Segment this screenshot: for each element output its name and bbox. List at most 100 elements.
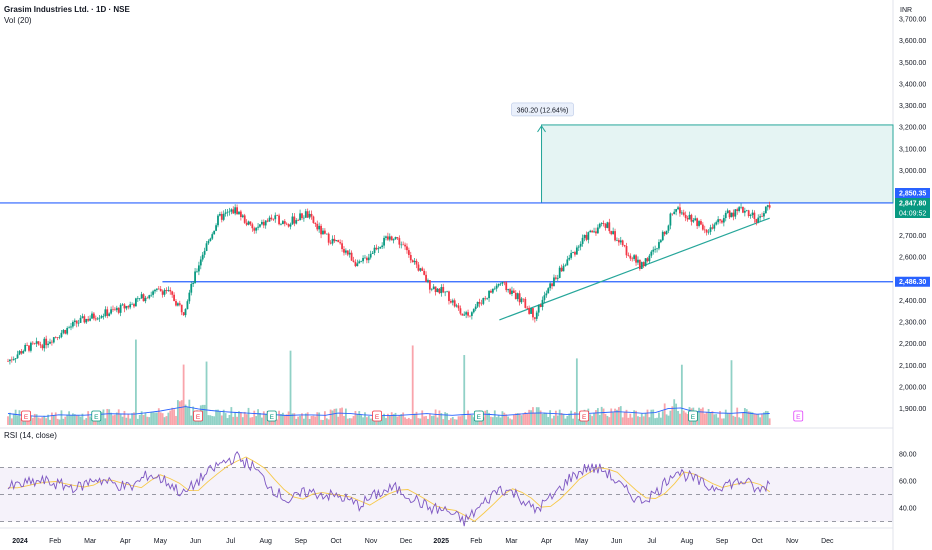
candle-body — [257, 226, 259, 228]
candle-body — [472, 309, 475, 313]
earnings-marker-letter: E — [94, 414, 99, 421]
candle-body — [253, 228, 256, 231]
candle-body — [239, 211, 242, 217]
volume-bar — [371, 418, 374, 425]
earnings-marker-letter: E — [477, 414, 482, 421]
candle-body — [152, 291, 154, 295]
volume-bar — [131, 413, 133, 425]
time-tick-label: Jul — [226, 538, 235, 545]
volume-bar — [564, 418, 567, 425]
candle-body — [377, 248, 380, 250]
volume-bar — [308, 418, 311, 425]
volume-bar — [283, 414, 286, 425]
volume-bar — [635, 410, 637, 425]
candle-body — [318, 225, 321, 230]
volume-bar — [350, 418, 353, 425]
volume-legend[interactable]: Vol (20) — [4, 16, 32, 25]
volume-bar — [238, 411, 240, 425]
candle-body — [751, 212, 754, 216]
volume-bar — [677, 411, 679, 425]
volume-bar — [436, 417, 439, 425]
volume-bar — [722, 418, 725, 425]
volume-bar — [512, 414, 515, 425]
volume-bar — [411, 345, 414, 425]
candle-body — [180, 304, 183, 313]
candle-body — [568, 257, 571, 260]
candle-body — [127, 306, 130, 308]
candle-body — [625, 246, 628, 256]
countdown-label: 04:09:52 — [899, 211, 926, 218]
volume-bar — [358, 411, 361, 425]
candle-body — [736, 209, 739, 211]
volume-bar — [291, 413, 294, 425]
volume-bar — [207, 415, 210, 425]
candle-body — [39, 344, 42, 346]
volume-bar — [713, 414, 716, 425]
candle-body — [142, 294, 145, 302]
volume-bar — [644, 413, 647, 425]
volume-bar — [274, 419, 277, 425]
candle-body — [579, 243, 582, 247]
volume-bar — [381, 415, 384, 425]
candle-body — [732, 212, 735, 217]
volume-bar — [551, 418, 553, 425]
time-tick-label: May — [154, 538, 168, 545]
candle-body — [41, 345, 44, 349]
volume-bar — [224, 413, 227, 425]
volume-bar — [37, 417, 40, 425]
volume-bar — [701, 407, 704, 425]
price-tick-label: 2,700.00 — [899, 233, 926, 240]
candle-body — [461, 313, 464, 316]
candle-body — [306, 211, 309, 218]
candle-body — [331, 238, 334, 244]
volume-bar — [72, 413, 74, 425]
volume-bar — [362, 417, 364, 425]
candle-body — [56, 337, 59, 338]
candle-body — [320, 225, 322, 235]
candle-body — [276, 215, 279, 216]
candle-body — [680, 212, 683, 214]
volume-bar — [83, 419, 86, 425]
time-tick-label: Sep — [716, 538, 729, 545]
candle-body — [745, 210, 748, 211]
candle-body — [600, 223, 603, 224]
candle-body — [490, 290, 492, 293]
volume-bar — [41, 417, 44, 425]
volume-bar — [322, 419, 324, 425]
volume-bar — [682, 410, 685, 425]
candle-body — [673, 211, 676, 215]
candle-body — [661, 231, 664, 241]
volume-bar — [163, 417, 166, 425]
candle-body — [598, 223, 601, 228]
volume-bar — [165, 416, 168, 425]
volume-bar — [465, 419, 468, 425]
volume-bar — [711, 411, 714, 425]
candle-body — [207, 240, 210, 244]
volume-bar — [669, 410, 672, 425]
candle-body — [575, 247, 578, 255]
volume-bar — [446, 413, 448, 425]
time-tick-label: Mar — [84, 538, 97, 545]
volume-bar — [766, 411, 769, 425]
candle-body — [322, 230, 324, 235]
candle-body — [199, 259, 202, 266]
volume-bar — [554, 410, 557, 425]
candle-body — [703, 229, 706, 231]
symbol-title[interactable]: Grasim Industries Ltd. · 1D · NSE — [4, 5, 130, 14]
volume-bar — [91, 418, 93, 425]
volume-bar — [150, 411, 153, 425]
volume-bar — [136, 418, 139, 425]
volume-bar — [650, 409, 653, 425]
volume-bar — [497, 415, 500, 425]
candle-body — [161, 291, 164, 295]
volume-bar — [612, 412, 615, 425]
candle-body — [386, 236, 389, 240]
candle-body — [123, 304, 126, 309]
candle-body — [236, 207, 238, 215]
rsi-legend[interactable]: RSI (14, close) — [4, 431, 57, 440]
candle-body — [411, 260, 414, 263]
candle-body — [747, 210, 750, 217]
candle-body — [402, 244, 405, 246]
volume-bar — [448, 419, 450, 425]
